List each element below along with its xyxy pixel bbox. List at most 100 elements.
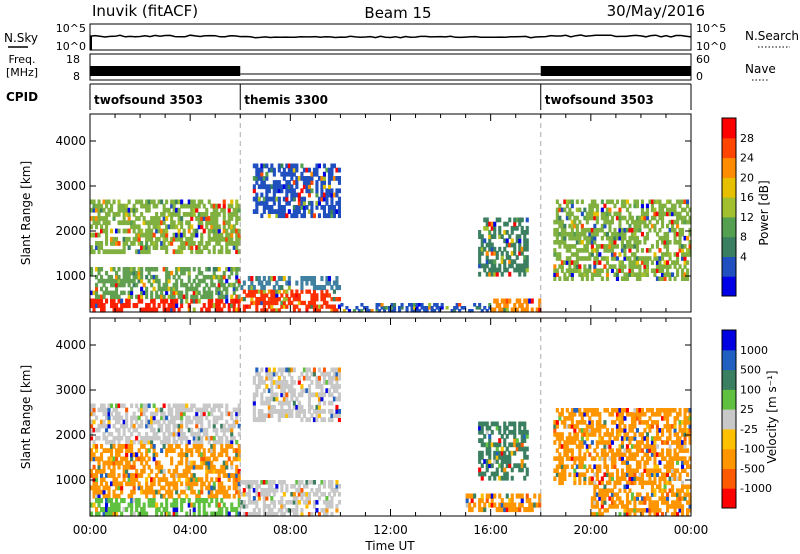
data-cell [671,424,675,429]
velocity-colorbar-label: Velocity [m s⁻¹] [765,370,779,463]
data-cell [120,298,124,304]
data-cell [147,439,151,445]
data-cell [315,205,319,210]
data-cell [490,502,494,508]
data-cell [633,412,637,417]
data-cell [232,507,236,513]
data-cell [560,480,564,486]
data-cell [648,424,652,429]
data-cell [410,309,414,313]
power-y-axis-label: Slant Range [km] [19,161,33,265]
data-cell [115,452,119,458]
data-cell [683,436,687,441]
data-cell [583,420,587,425]
data-cell [568,223,572,229]
data-cell [162,411,166,417]
data-cell [212,511,216,517]
data-cell [450,309,454,313]
data-cell [282,400,286,406]
data-cell [553,264,557,269]
data-cell [488,463,492,469]
data-cell [425,309,429,313]
data-cell [217,477,221,482]
data-cell [210,511,214,517]
data-cell [185,241,189,246]
data-cell [438,309,442,313]
data-cell [190,199,194,205]
data-cell [678,444,682,449]
data-cell [465,498,469,504]
data-cell [197,489,201,495]
data-cell [117,199,121,205]
data-cell [92,249,96,255]
data-cell [575,235,579,241]
data-cell [235,216,239,221]
data-cell [290,500,294,505]
data-cell [580,460,584,465]
data-cell [127,460,131,466]
data-cell [252,396,256,402]
data-cell [262,496,266,501]
data-cell [573,432,577,437]
nave-label: Nave [745,62,776,76]
data-cell [127,199,131,205]
data-cell [598,260,602,265]
data-cell [200,249,204,255]
data-cell [573,472,577,477]
data-cell [478,259,482,265]
data-cell [117,481,121,487]
data-cell [132,303,136,309]
data-cell [160,212,164,217]
data-cell [335,280,339,286]
data-cell [95,507,99,513]
data-cell [600,227,604,233]
data-cell [310,413,314,418]
data-cell [122,444,126,449]
data-cell [272,285,276,291]
data-cell [120,207,124,213]
data-cell [142,290,146,296]
data-cell [666,252,670,257]
data-cell [137,270,141,276]
data-cell [625,199,629,205]
data-cell [573,424,577,429]
data-cell [307,480,311,485]
data-cell [317,484,321,489]
data-cell [418,309,422,313]
data-cell [277,508,281,513]
data-cell [267,184,271,190]
data-cell [538,502,542,508]
data-cell [490,234,494,239]
data-cell [105,485,109,491]
data-cell [560,420,564,425]
data-cell [165,236,169,242]
data-cell [260,280,264,286]
data-cell [528,498,532,504]
data-cell [197,498,201,504]
data-cell [307,375,311,381]
data-cell [635,223,639,229]
data-cell [140,267,144,272]
data-cell [655,260,659,265]
data-cell [217,452,221,458]
data-cell [653,452,657,457]
data-cell [666,424,670,429]
data-cell [523,242,527,248]
data-cell [635,264,639,269]
data-cell [633,504,637,509]
data-cell [270,205,274,210]
data-cell [220,236,224,242]
data-cell [558,276,562,281]
data-cell [530,502,534,508]
colorbar-swatch [722,428,736,450]
data-cell [260,163,264,169]
data-cell [676,440,680,445]
data-cell [220,403,224,409]
data-cell [330,367,334,373]
data-cell [505,221,509,227]
data-cell [215,307,219,313]
data-cell [275,209,279,214]
data-cell [645,452,649,457]
data-cell [681,508,685,513]
data-cell [625,508,629,513]
